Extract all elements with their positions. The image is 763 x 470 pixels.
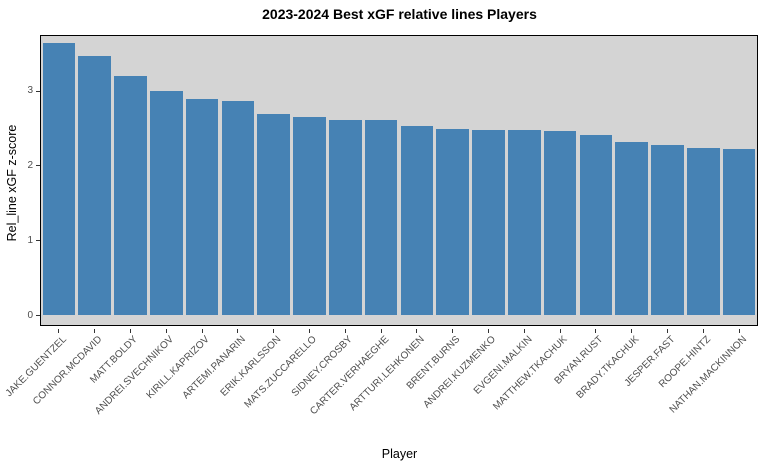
y-axis-title: Rel_line xGF z-score — [5, 124, 19, 242]
bar — [722, 148, 756, 315]
bar — [185, 99, 219, 315]
x-tick-label: BRADY.TKACHUK — [574, 334, 642, 401]
x-tick-mark — [58, 328, 60, 333]
bar — [579, 135, 613, 315]
bar — [651, 145, 684, 315]
x-tick-mark — [309, 328, 310, 333]
x-tick-mark — [488, 328, 489, 333]
bar — [293, 116, 326, 315]
plot-area — [40, 35, 758, 326]
bar — [257, 113, 291, 315]
x-tick-mark — [702, 328, 704, 333]
x-tick-mark — [559, 328, 561, 333]
y-tick-label: 0 — [27, 309, 33, 321]
x-tick-mark — [631, 328, 633, 333]
y-tick-mark — [36, 315, 40, 316]
y-tick-mark — [36, 240, 40, 242]
bar — [42, 43, 76, 315]
bar — [328, 119, 362, 315]
x-tick-mark — [416, 328, 418, 333]
bar — [364, 120, 398, 315]
x-tick-mark — [380, 328, 382, 333]
y-tick-label: 1 — [27, 234, 33, 246]
x-tick-mark — [738, 328, 740, 333]
x-tick-label: ARTEMI.PANARIN — [180, 334, 248, 402]
x-tick-mark — [94, 328, 96, 333]
bar — [615, 142, 649, 315]
bar — [400, 126, 434, 315]
x-tick-mark — [667, 328, 668, 333]
x-tick-mark — [344, 328, 346, 333]
y-tick-mark — [36, 165, 40, 167]
x-axis-title: Player — [381, 447, 418, 461]
chart-title: 2023-2024 Best xGF relative lines Player… — [262, 6, 537, 22]
bar — [78, 56, 112, 315]
bar — [149, 90, 183, 315]
bar — [114, 75, 147, 315]
bar — [543, 130, 577, 315]
x-tick-mark — [165, 328, 167, 333]
x-tick-label: JAKE.GUENTZEL — [3, 334, 69, 400]
x-tick-mark — [595, 328, 597, 333]
x-tick-mark — [452, 328, 454, 333]
bar — [221, 100, 255, 315]
bar — [507, 130, 541, 315]
y-tick-label: 3 — [27, 85, 33, 96]
bar — [472, 130, 505, 315]
bar — [436, 128, 470, 315]
x-tick-mark — [523, 328, 525, 333]
x-tick-mark — [273, 328, 275, 333]
x-tick-mark — [237, 328, 239, 333]
x-tick-label: KIRILL.KAPRIZOV — [144, 334, 212, 402]
y-tick-label: 2 — [27, 159, 33, 171]
y-tick-mark — [36, 90, 40, 92]
x-tick-mark — [201, 328, 203, 333]
bar — [686, 148, 720, 315]
x-tick-mark — [130, 328, 131, 333]
